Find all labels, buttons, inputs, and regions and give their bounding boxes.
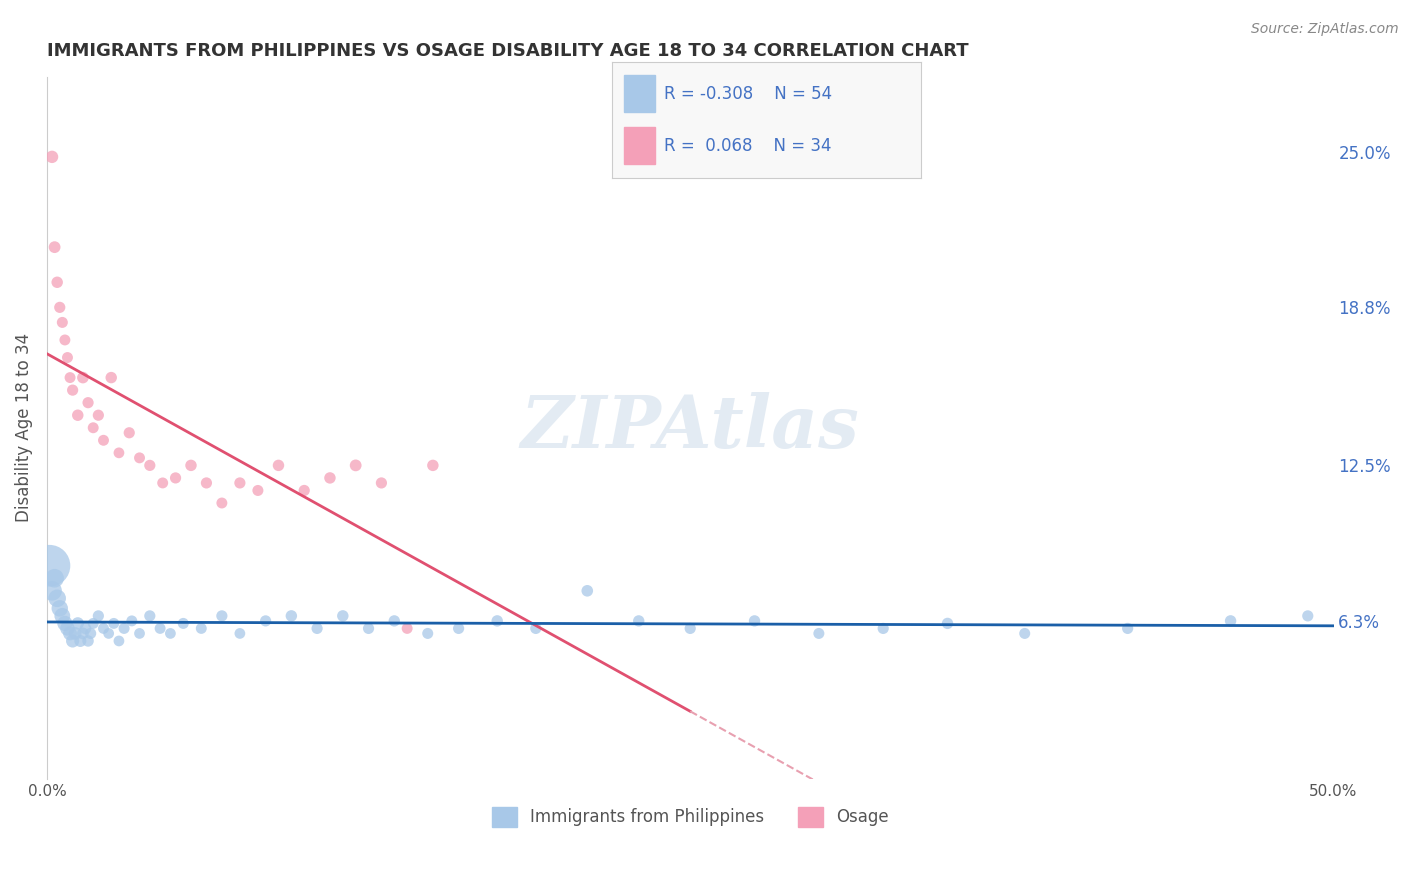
Legend: Immigrants from Philippines, Osage: Immigrants from Philippines, Osage <box>485 800 896 834</box>
Point <box>93 434 115 448</box>
Point <box>307 622 329 636</box>
Text: Source: ZipAtlas.com: Source: ZipAtlas.com <box>1251 22 1399 37</box>
Point <box>69 634 91 648</box>
Point <box>211 496 233 510</box>
Point <box>103 616 125 631</box>
Point <box>344 458 367 473</box>
Point <box>112 622 135 636</box>
Point <box>149 622 172 636</box>
Point <box>41 150 63 164</box>
Point <box>51 315 73 329</box>
Point <box>128 626 150 640</box>
Point <box>524 622 547 636</box>
Text: R = -0.308    N = 54: R = -0.308 N = 54 <box>664 85 832 103</box>
Point <box>82 421 104 435</box>
Point <box>75 622 97 636</box>
Point <box>370 475 392 490</box>
Point <box>108 634 131 648</box>
Point <box>97 626 120 640</box>
Point <box>56 622 79 636</box>
Point <box>87 608 110 623</box>
Point <box>44 571 66 585</box>
Y-axis label: Disability Age 18 to 34: Disability Age 18 to 34 <box>15 334 32 523</box>
Point <box>63 626 86 640</box>
Point <box>59 370 82 384</box>
Point <box>87 408 110 422</box>
Point <box>382 614 405 628</box>
Point <box>44 240 66 254</box>
Point <box>77 634 100 648</box>
Point <box>679 622 702 636</box>
Point <box>254 614 277 628</box>
Point <box>1014 626 1036 640</box>
Point <box>49 301 72 315</box>
Point <box>1116 622 1139 636</box>
Point <box>59 626 82 640</box>
Point <box>872 622 894 636</box>
Point <box>93 622 115 636</box>
Point <box>72 626 94 640</box>
Point <box>1219 614 1241 628</box>
Point <box>128 450 150 465</box>
Point <box>332 608 354 623</box>
Point <box>82 616 104 631</box>
Text: ZIPAtlas: ZIPAtlas <box>520 392 859 463</box>
Point <box>49 601 72 615</box>
Point <box>292 483 315 498</box>
Point <box>56 351 79 365</box>
Point <box>152 475 174 490</box>
Point <box>211 608 233 623</box>
Point <box>807 626 830 640</box>
Point <box>1296 608 1319 623</box>
Point <box>53 616 76 631</box>
Point <box>38 558 60 573</box>
Bar <box>624 75 655 112</box>
Point <box>53 333 76 347</box>
Point <box>72 370 94 384</box>
Text: IMMIGRANTS FROM PHILIPPINES VS OSAGE DISABILITY AGE 18 TO 34 CORRELATION CHART: IMMIGRANTS FROM PHILIPPINES VS OSAGE DIS… <box>46 42 969 60</box>
Point <box>246 483 269 498</box>
Point <box>416 626 439 640</box>
Point <box>79 626 101 640</box>
Point <box>121 614 143 628</box>
Point <box>195 475 218 490</box>
Point <box>744 614 766 628</box>
Point <box>159 626 181 640</box>
Point <box>66 408 89 422</box>
Point <box>280 608 302 623</box>
Point <box>576 583 599 598</box>
Point <box>165 471 187 485</box>
Point <box>357 622 380 636</box>
Point <box>46 591 69 606</box>
Point <box>51 608 73 623</box>
Point <box>319 471 342 485</box>
Bar <box>624 128 655 164</box>
Text: R =  0.068    N = 34: R = 0.068 N = 34 <box>664 137 832 155</box>
Point <box>627 614 650 628</box>
Point <box>229 626 252 640</box>
Point <box>396 622 419 636</box>
Point <box>486 614 509 628</box>
Point <box>66 616 89 631</box>
Point <box>77 395 100 409</box>
Point <box>447 622 470 636</box>
Point <box>62 383 84 397</box>
Point <box>172 616 194 631</box>
Point <box>190 622 212 636</box>
Point <box>62 634 84 648</box>
Point <box>422 458 444 473</box>
Point <box>41 583 63 598</box>
Point <box>139 608 162 623</box>
Point <box>118 425 141 440</box>
Point <box>100 370 122 384</box>
Point <box>139 458 162 473</box>
Point <box>180 458 202 473</box>
Point <box>267 458 290 473</box>
Point <box>229 475 252 490</box>
Point <box>936 616 959 631</box>
Point <box>108 446 131 460</box>
Point <box>46 275 69 289</box>
